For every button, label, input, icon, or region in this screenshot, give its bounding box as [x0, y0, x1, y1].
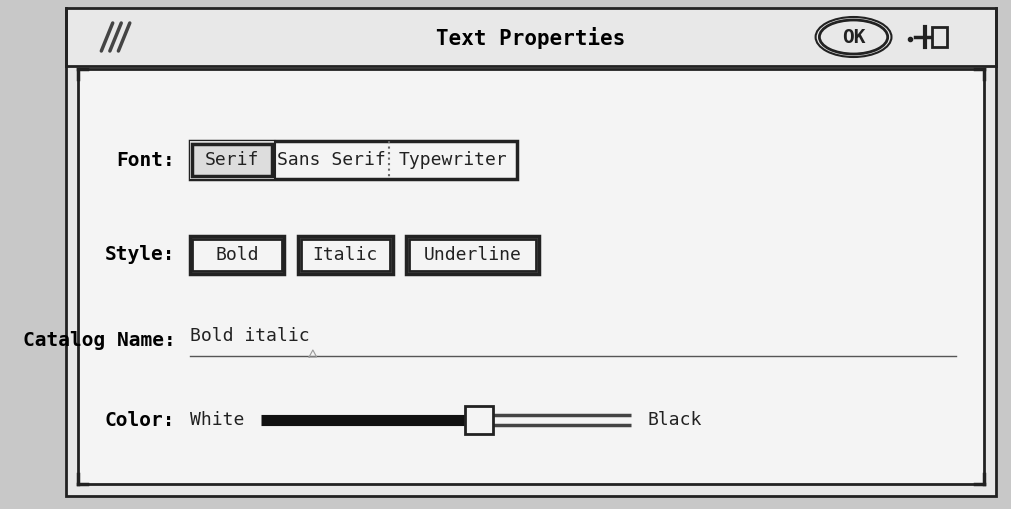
Text: Color:: Color:: [105, 410, 175, 430]
Bar: [189, 141, 517, 179]
Text: Black: Black: [648, 411, 702, 429]
Text: Text Properties: Text Properties: [437, 27, 626, 49]
Bar: [408, 239, 536, 271]
Bar: [189, 141, 275, 179]
Text: White: White: [189, 411, 244, 429]
Ellipse shape: [816, 17, 892, 57]
Text: Style:: Style:: [105, 245, 175, 265]
Bar: [297, 236, 392, 274]
Text: Sans Serif: Sans Serif: [277, 151, 386, 169]
Bar: [189, 236, 284, 274]
Bar: [465, 406, 493, 434]
Bar: [192, 144, 272, 176]
Text: Typewriter: Typewriter: [398, 151, 508, 169]
Bar: [78, 69, 985, 484]
Text: Underline: Underline: [424, 246, 521, 264]
Text: Bold: Bold: [215, 246, 259, 264]
Text: Bold italic: Bold italic: [189, 327, 309, 345]
Text: Serif: Serif: [205, 151, 260, 169]
Bar: [932, 27, 947, 47]
Text: Italic: Italic: [312, 246, 378, 264]
Text: Font:: Font:: [116, 151, 175, 169]
Ellipse shape: [819, 20, 888, 54]
Bar: [300, 239, 389, 271]
Text: OK: OK: [842, 27, 865, 46]
Bar: [405, 236, 539, 274]
Text: Catalog Name:: Catalog Name:: [22, 330, 175, 350]
Bar: [192, 239, 281, 271]
